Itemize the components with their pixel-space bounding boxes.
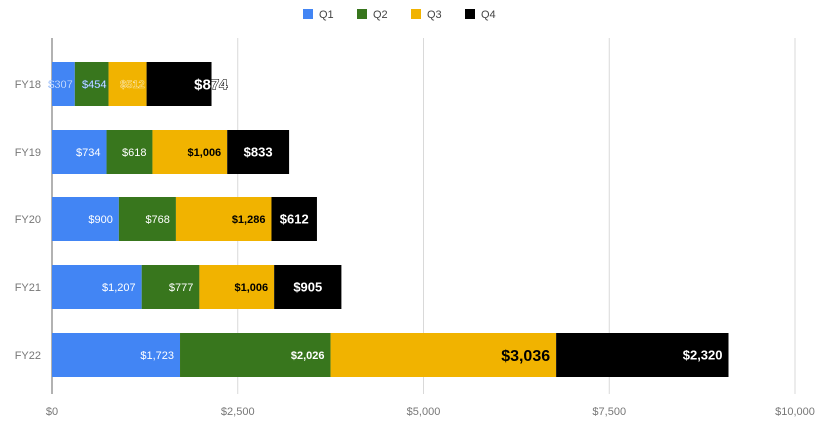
bar-segment [199,265,275,309]
data-label: $618 [122,147,146,159]
bar-segment [52,265,142,309]
bar-segment [330,333,557,377]
bar-segment [175,197,272,241]
category-label: FY20 [15,214,41,226]
bar-segment [271,197,317,241]
data-label: $2,320 [683,348,723,363]
category-label: FY22 [15,350,41,362]
data-label: $900 [88,214,112,226]
bar-segment [141,265,200,309]
legend-label: Q3 [427,9,442,21]
data-label: $777 [169,282,193,294]
legend-swatch [303,9,313,19]
bar-segment [106,130,153,174]
data-label: $612 [280,212,309,227]
data-label: $2,026 [291,350,325,362]
bar-segment [52,62,75,106]
data-label: $3,036 [501,348,550,365]
bar-segment [52,333,181,377]
category-label: FY19 [15,147,41,159]
category-label: FY21 [15,282,41,294]
data-label: $734 [76,147,100,159]
data-label: $1,286 [232,214,266,226]
legend: Q1 Q2 Q3 Q4 [303,9,496,21]
x-tick-label: $2,500 [221,406,255,418]
bar-segment [146,62,212,106]
data-label: $833 [244,145,273,160]
category-label: FY18 [15,79,41,91]
bar-segment [180,333,331,377]
legend-swatch [411,9,421,19]
legend-label: Q4 [481,9,496,21]
data-label: $768 [145,214,169,226]
data-label: $874 [194,76,228,93]
bar-segment [227,130,290,174]
data-label: $307 [48,79,72,91]
data-label: $512 [120,79,144,91]
data-label: $905 [293,280,322,295]
legend-label: Q1 [319,9,334,21]
bar-segment [556,333,729,377]
bar-segment [274,265,342,309]
x-tick-label: $5,000 [407,406,441,418]
x-tick-label: $7,500 [592,406,626,418]
x-tick-label: $0 [46,406,58,418]
axis-layer: $0 $2,500 $5,000 $7,500 $10,000 FY18 FY19 FY20 F… [15,79,815,418]
bar-segment [74,62,109,106]
bar-segment [118,197,176,241]
data-label: $454 [82,79,106,91]
bar-segment [52,197,119,241]
bar-segment [52,130,107,174]
data-label: $1,723 [140,350,174,362]
data-label: $1,006 [188,147,222,159]
data-label: $1,006 [235,282,269,294]
data-labels-layer: $307 $454 $512 $874 $734 $618 $1,006 $833 $900 $7… [48,76,723,365]
x-tick-label: $10,000 [775,406,815,418]
legend-swatch [465,9,475,19]
bars-layer [52,62,729,377]
legend-label: Q2 [373,9,388,21]
bar-segment [108,62,147,106]
data-label: $1,207 [102,282,136,294]
bar-segment [152,130,228,174]
legend-swatch [357,9,367,19]
